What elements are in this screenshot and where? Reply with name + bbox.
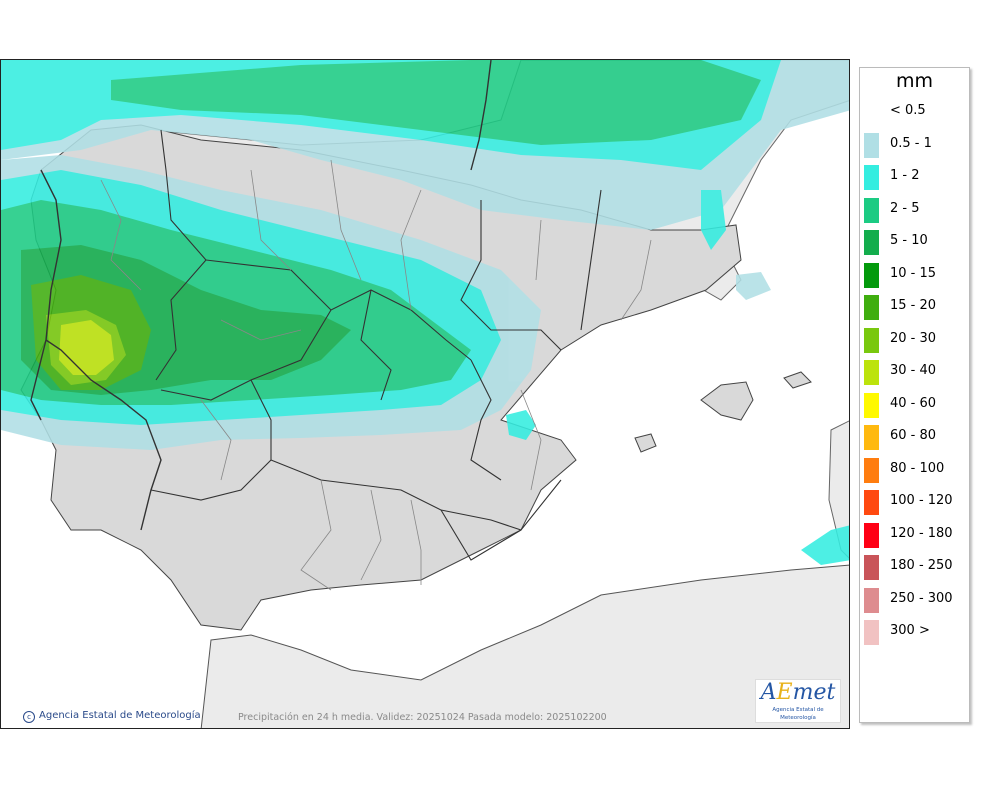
precip-band-ne-1-2 bbox=[701, 190, 726, 250]
legend-item: 300 > bbox=[860, 616, 969, 649]
ibiza bbox=[634, 433, 657, 453]
legend-swatch bbox=[864, 327, 879, 353]
legend-swatch bbox=[864, 425, 879, 450]
legend-item: 2 - 5 bbox=[860, 194, 969, 227]
legend-label: 300 > bbox=[890, 623, 930, 638]
legend-item: < 0.5 bbox=[860, 96, 969, 129]
legend-swatch bbox=[864, 555, 879, 580]
precip-band-east-1-2 bbox=[506, 410, 536, 440]
copyright-notice: c Agencia Estatal de Meteorología bbox=[23, 710, 201, 723]
legend-item: 1 - 2 bbox=[860, 161, 969, 194]
province-borders bbox=[100, 159, 652, 591]
precipitation-overlay bbox=[1, 60, 849, 565]
precipitation-map: c Agencia Estatal de Meteorología Precipi… bbox=[0, 59, 850, 729]
legend-swatch bbox=[864, 490, 879, 515]
legend-swatch bbox=[864, 197, 879, 223]
legend-label: 5 - 10 bbox=[890, 233, 928, 248]
legend-item: 40 - 60 bbox=[860, 389, 969, 422]
legend-item: 0.5 - 1 bbox=[860, 129, 969, 162]
legend-item: 120 - 180 bbox=[860, 519, 969, 552]
legend-swatch bbox=[864, 522, 879, 548]
legend-label: 1 - 2 bbox=[890, 168, 920, 183]
menorca bbox=[783, 371, 812, 389]
legend-item: 10 - 15 bbox=[860, 259, 969, 292]
legend-label: 100 - 120 bbox=[890, 493, 953, 508]
logo-wordmark: AEmet bbox=[760, 680, 836, 705]
aemet-logo: AEmet Agencia Estatal de Meteorología bbox=[755, 679, 841, 723]
legend-label: 0.5 - 1 bbox=[890, 135, 932, 151]
legend-item: 20 - 30 bbox=[860, 324, 969, 357]
legend-label: 80 - 100 bbox=[890, 460, 945, 476]
legend-item: 180 - 250 bbox=[860, 551, 969, 584]
legend-label: 40 - 60 bbox=[890, 395, 937, 411]
copyright-text: Agencia Estatal de Meteorología bbox=[39, 710, 201, 721]
national-borders bbox=[30, 60, 492, 531]
legend-label: 10 - 15 bbox=[890, 265, 937, 281]
legend-swatch bbox=[864, 392, 879, 418]
precip-band-north-2-5 bbox=[111, 60, 761, 145]
map-canvas bbox=[1, 60, 849, 728]
legend-label: 120 - 180 bbox=[890, 525, 953, 541]
legend-swatch bbox=[864, 620, 879, 645]
legend-unit: mm bbox=[895, 70, 934, 92]
legend-swatch bbox=[864, 165, 879, 190]
legend-item: 5 - 10 bbox=[860, 226, 969, 259]
legend-swatch bbox=[864, 295, 879, 320]
legend-rows: < 0.5 0.5 - 1 1 - 2 2 - 5 5 - 10 10 - 15 15 - … bbox=[860, 96, 969, 649]
legend-swatch bbox=[864, 360, 879, 385]
legend-item: 30 - 40 bbox=[860, 356, 969, 389]
legend-label: 30 - 40 bbox=[890, 363, 937, 378]
legend-swatch bbox=[864, 132, 879, 158]
legend-item: 250 - 300 bbox=[860, 584, 969, 617]
logo-subtitle: Agencia Estatal de Meteorología bbox=[772, 707, 824, 721]
legend-item: 80 - 100 bbox=[860, 454, 969, 487]
mallorca bbox=[700, 381, 754, 421]
legend-item: 60 - 80 bbox=[860, 421, 969, 454]
legend-item: 15 - 20 bbox=[860, 291, 969, 324]
precip-band-balearic-05-1 bbox=[736, 272, 771, 300]
legend-swatch bbox=[864, 587, 879, 613]
legend-label: 60 - 80 bbox=[890, 428, 937, 443]
legend-label: < 0.5 bbox=[890, 103, 926, 118]
copyright-icon: c bbox=[23, 711, 35, 723]
precip-band-se-1-2 bbox=[801, 525, 849, 565]
legend-label: 2 - 5 bbox=[890, 200, 920, 216]
legend-label: 250 - 300 bbox=[890, 590, 953, 606]
map-caption: Precipitación en 24 h media. Validez: 20… bbox=[238, 712, 607, 723]
legend-swatch bbox=[864, 262, 879, 288]
legend-item: 100 - 120 bbox=[860, 486, 969, 519]
legend-label: 180 - 250 bbox=[890, 558, 953, 573]
legend-swatch bbox=[864, 457, 879, 483]
legend-label: 15 - 20 bbox=[890, 298, 937, 313]
precipitation-legend: mm < 0.5 0.5 - 1 1 - 2 2 - 5 5 - 10 10 - 15 15… bbox=[859, 67, 970, 723]
africa-landmass bbox=[200, 564, 849, 728]
legend-label: 20 - 30 bbox=[890, 330, 937, 346]
legend-swatch bbox=[864, 230, 879, 255]
